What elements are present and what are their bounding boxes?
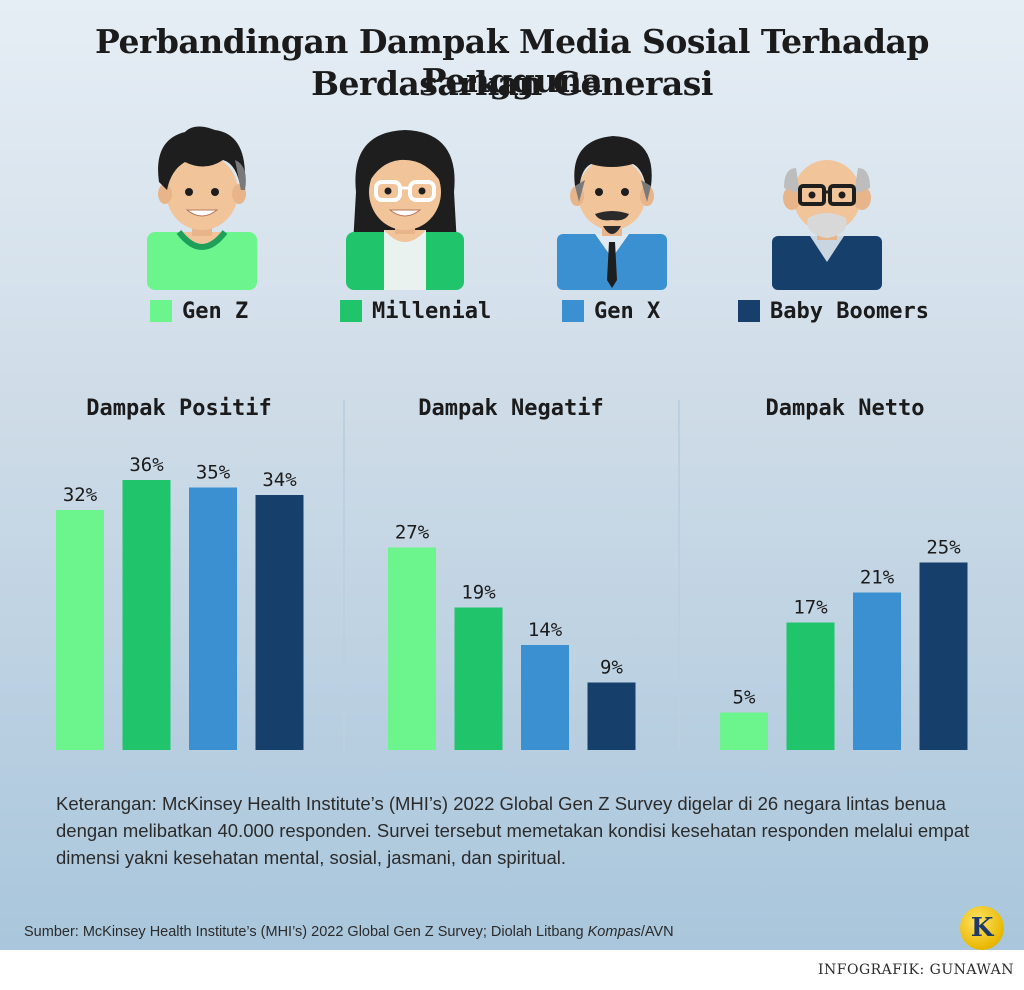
legend-swatch bbox=[340, 300, 362, 322]
legend-item-gen-x: Gen X bbox=[562, 296, 660, 326]
title-line-1: Perbandingan Dampak Media Sosial Terhada… bbox=[95, 22, 929, 100]
source-prefix: Sumber: McKinsey Health Institute’s (MHI… bbox=[24, 924, 588, 940]
panel-divider bbox=[343, 400, 345, 750]
bar-value-label: 5% bbox=[733, 687, 756, 709]
note-text: Keterangan: McKinsey Health Institute’s … bbox=[56, 793, 970, 868]
bar-baby-boomers bbox=[919, 562, 968, 750]
avatar-gen-x bbox=[557, 136, 667, 290]
avatar-gen-z bbox=[147, 126, 257, 290]
bar-charts: 32% 36% 35% 34% 27% 19% 14% 9% 5% 17% 21% 25% bbox=[56, 454, 968, 750]
source-suffix: /AVN bbox=[640, 924, 674, 940]
legend-item-gen-z: Gen Z bbox=[150, 296, 248, 326]
legend-label: Gen X bbox=[594, 298, 661, 324]
avatar-baby-boomers bbox=[772, 160, 882, 290]
bar-value-label: 19% bbox=[461, 582, 496, 604]
panel-title-netto: Dampak Netto bbox=[765, 396, 925, 421]
bar-gen-z bbox=[56, 510, 104, 750]
bar-millenial bbox=[454, 607, 503, 750]
bar-value-label: 14% bbox=[528, 619, 563, 641]
panel-title-negatif: Dampak Negatif bbox=[418, 396, 604, 421]
bar-gen-x bbox=[521, 645, 569, 750]
avatar-millenial bbox=[346, 130, 464, 290]
footer: INFOGRAFIK: GUNAWAN bbox=[0, 950, 1024, 990]
legend-label: Millenial bbox=[372, 298, 492, 324]
bar-value-label: 25% bbox=[926, 537, 961, 559]
bar-baby-boomers bbox=[587, 682, 636, 750]
kompas-logo: K bbox=[960, 906, 1004, 950]
bar-value-label: 32% bbox=[63, 484, 98, 506]
credit-text: INFOGRAFIK: GUNAWAN bbox=[817, 962, 1014, 978]
bar-value-label: 34% bbox=[262, 469, 297, 491]
legend-label: Baby Boomers bbox=[770, 298, 929, 324]
source-text: Sumber: McKinsey Health Institute’s (MHI… bbox=[24, 924, 674, 940]
bar-value-label: 9% bbox=[600, 657, 623, 679]
bar-baby-boomers bbox=[255, 495, 304, 750]
bar-gen-x bbox=[853, 592, 901, 750]
bar-millenial bbox=[786, 622, 835, 750]
legend-swatch bbox=[738, 300, 760, 322]
legend-item-baby-boomers: Baby Boomers bbox=[738, 296, 929, 326]
bar-value-label: 36% bbox=[129, 454, 164, 476]
legend-swatch bbox=[562, 300, 584, 322]
bar-gen-z bbox=[720, 712, 768, 750]
bar-gen-x bbox=[189, 487, 237, 750]
legend-item-millenial: Millenial bbox=[340, 296, 491, 326]
title-line-2: Berdasarkan Generasi bbox=[311, 64, 713, 103]
panel-title-positif: Dampak Positif bbox=[86, 396, 272, 421]
legend-label: Gen Z bbox=[182, 298, 249, 324]
legend-swatch bbox=[150, 300, 172, 322]
infographic-canvas: Perbandingan Dampak Media Sosial Terhada… bbox=[0, 0, 1024, 950]
bar-value-label: 17% bbox=[793, 597, 828, 619]
source-italic: Kompas bbox=[587, 924, 641, 940]
bar-value-label: 35% bbox=[196, 462, 231, 484]
bar-value-label: 21% bbox=[860, 567, 895, 589]
bar-value-label: 27% bbox=[395, 522, 430, 544]
panel-divider bbox=[678, 400, 680, 750]
bar-gen-z bbox=[388, 547, 436, 750]
bar-millenial bbox=[122, 480, 171, 750]
